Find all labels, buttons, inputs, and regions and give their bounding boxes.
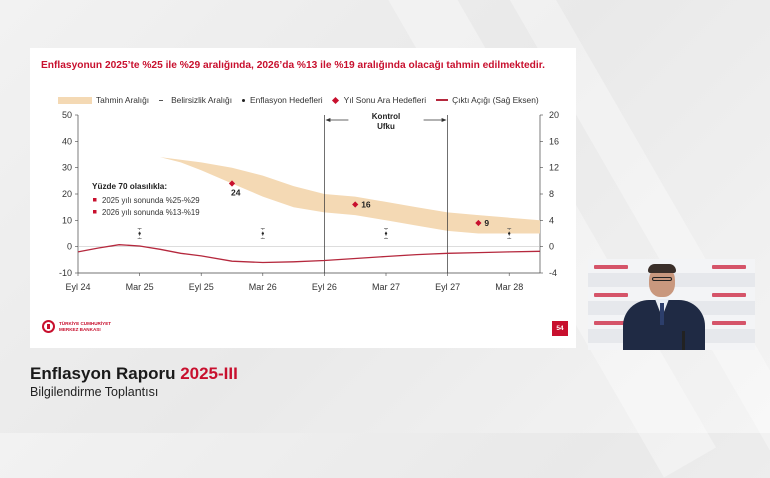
slide-page-number: 54	[552, 321, 568, 336]
speaker-hair	[648, 264, 676, 273]
probability-item: 2025 yılı sonunda %25-%29	[102, 196, 200, 205]
inflation-target-dot	[138, 232, 141, 235]
backdrop-logo	[594, 265, 628, 269]
legend-item-uncertainty: Belirsizlik Aralığı	[159, 95, 232, 105]
slide-title: Enflasyonun 2025’te %25 ile %29 aralığın…	[41, 60, 545, 71]
x-tick-label: Mar 28	[495, 282, 523, 292]
backdrop-logo	[712, 293, 746, 297]
forecast-band-area	[78, 117, 540, 234]
probability-bullet	[93, 210, 97, 214]
logo-line: TÜRKİYE CUMHURİYET	[59, 321, 112, 327]
y-left-tick-label: 10	[62, 215, 72, 225]
y-left-tick-label: 50	[62, 110, 72, 120]
cbrt-logo-text: TÜRKİYE CUMHURİYET MERKEZ BANKASI	[59, 321, 111, 332]
x-tick-label: Eyl 27	[435, 282, 460, 292]
arrow-head-left	[325, 118, 331, 122]
logo-line: MERKEZ BANKASI	[59, 326, 101, 332]
interim-target-label: 24	[231, 187, 241, 197]
event-title-main: Enflasyon Raporu	[30, 364, 181, 383]
speaker-tie	[660, 303, 664, 325]
y-right-tick-label: 12	[549, 163, 559, 173]
y-right-tick-label: 20	[549, 110, 559, 120]
legend-item-interim-targets: Yıl Sonu Ara Hedefleri	[331, 95, 427, 105]
y-left-tick-label: 20	[62, 189, 72, 199]
cbrt-logo-icon	[42, 320, 55, 333]
backdrop-logo	[712, 321, 746, 325]
output-gap-line	[77, 244, 541, 264]
y-left-tick-label: -10	[59, 268, 72, 278]
legend-item-output-gap: Çıktı Açığı (Sağ Eksen)	[436, 95, 539, 105]
microphone-icon	[682, 331, 685, 350]
x-tick-label: Eyl 25	[189, 282, 214, 292]
legend-label: Belirsizlik Aralığı	[171, 95, 233, 105]
backdrop-logo	[712, 265, 746, 269]
event-subtitle: Bilgilendirme Toplantısı	[30, 385, 159, 399]
legend-band-swatch	[58, 96, 92, 104]
x-tick-label: Eyl 26	[312, 282, 337, 292]
inflation-target-dot	[384, 232, 388, 235]
y-right-tick-label: 16	[549, 136, 559, 146]
control-horizon-label: Kontrol	[372, 112, 400, 121]
cbrt-logo: TÜRKİYE CUMHURİYET MERKEZ BANKASI	[42, 320, 111, 333]
inflation-forecast-chart: -10 0 10 20 30 40 50 -4 0 4 8 12 16 20 Eyl 24 Mar 25 Eyl…	[59, 110, 559, 292]
control-horizon-label: Ufku	[377, 122, 395, 131]
interim-target-marker	[352, 201, 359, 208]
backdrop-logo	[594, 293, 628, 297]
legend-line-swatch	[436, 99, 449, 101]
x-tick-label: Mar 25	[126, 282, 154, 292]
probability-item: 2026 yılı sonunda %13-%19	[102, 208, 200, 217]
inflation-target-dot	[508, 232, 511, 235]
probability-bullet	[93, 198, 97, 202]
inflation-target-dot	[261, 232, 264, 235]
event-title: Enflasyon Raporu 2025-III	[30, 364, 238, 384]
x-tick-label: Eyl 24	[65, 282, 90, 292]
legend-item-targets: Enflasyon Hedefleri	[242, 95, 323, 105]
y-left-tick-label: 0	[67, 242, 72, 252]
interim-target-label: 9	[484, 218, 489, 228]
probability-box-title: Yüzde 70 olasılıkla:	[92, 182, 167, 191]
speaker-glasses	[652, 277, 672, 281]
legend-item-forecast-band: Tahmin Aralığı	[58, 95, 149, 105]
y-right-tick-label: 4	[549, 215, 554, 225]
legend-label: Tahmin Aralığı	[96, 95, 150, 105]
legend-label: Yıl Sonu Ara Hedefleri	[343, 95, 427, 105]
legend-diamond-swatch	[331, 96, 339, 104]
legend-uncertainty-swatch	[159, 99, 164, 101]
interim-target-label: 16	[361, 200, 371, 210]
y-left-tick-label: 30	[62, 163, 72, 173]
backdrop-logo	[594, 321, 628, 325]
y-right-tick-label: 8	[549, 189, 554, 199]
presentation-slide: Enflasyonun 2025’te %25 ile %29 aralığın…	[30, 48, 576, 348]
event-title-accent: 2025-III	[180, 364, 238, 383]
y-right-tick-label: 0	[549, 242, 554, 252]
legend-label: Enflasyon Hedefleri	[250, 95, 323, 105]
x-tick-label: Mar 27	[372, 282, 400, 292]
legend-dot-swatch	[242, 98, 246, 102]
speaker-video-feed	[588, 259, 755, 350]
y-left-tick-label: 40	[62, 136, 72, 146]
x-tick-label: Mar 26	[249, 282, 277, 292]
interim-target-marker	[228, 180, 236, 187]
y-right-tick-label: -4	[549, 268, 557, 278]
arrow-head-right	[441, 118, 447, 122]
legend-label: Çıktı Açığı (Sağ Eksen)	[452, 95, 539, 105]
chart-legend: Tahmin Aralığı Belirsizlik Aralığı Enfla…	[58, 93, 549, 107]
